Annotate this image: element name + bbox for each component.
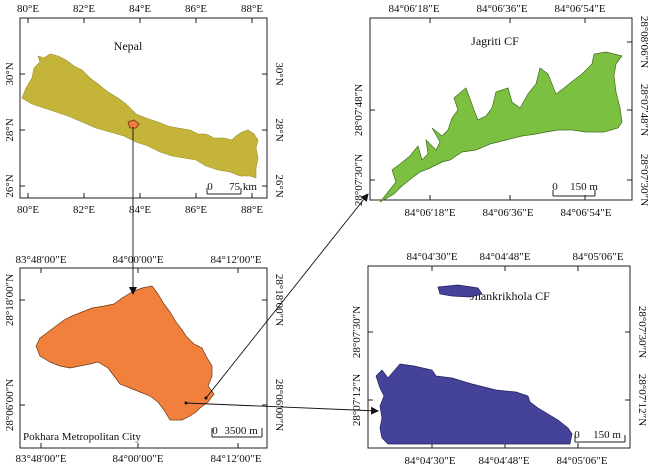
pokhara-scale-label: 3500 m [224, 425, 258, 437]
arrow-pokhara-to-jagriti [205, 193, 369, 399]
jagriti-scale-bar [552, 190, 596, 197]
nepal-scale-zero: 0 [207, 181, 213, 193]
pokhara-top-tick-label: 84°00′00″E [112, 254, 163, 266]
pokhara-right-tick-label: 28°18′00″N [273, 274, 285, 326]
jhankrikhola-scale-zero: 0 [574, 429, 580, 441]
nepal-country-shape [21, 53, 259, 179]
jhankrikhola-scale-bar [574, 435, 626, 443]
pokhara-left-tick-label: 28°18′00″N [4, 274, 16, 326]
nepal-panel: 80°E 82°E 84°E 86°E 88°E 80°E 82°E 84°E … [4, 3, 285, 216]
pokhara-location-marker [127, 119, 140, 129]
jagriti-panel: 84°06′18″E 84°06′36″E 84°06′54″E 84°06′1… [353, 3, 650, 219]
nepal-top-tick-label: 86°E [185, 3, 207, 15]
jagriti-top-tick-label: 84°06′36″E [476, 3, 527, 15]
jhankrikhola-bottom-tick-label: 84°04′48″E [478, 455, 529, 467]
jagriti-location-dot [204, 396, 208, 400]
jagriti-cf-shape [379, 51, 623, 203]
jagriti-bottom-tick-label: 84°06′54″E [560, 207, 611, 219]
jagriti-bottom-tick-label: 84°06′18″E [404, 207, 455, 219]
pokhara-scale-zero: 0 [212, 425, 218, 437]
jagriti-title: Jagriti CF [471, 34, 519, 48]
nepal-scale-bar [206, 188, 242, 195]
nepal-top-tick-label: 88°E [241, 3, 263, 15]
nepal-top-tick-label: 84°E [129, 3, 151, 15]
pokhara-bottom-tick-label: 83°48′00″E [15, 453, 66, 465]
jagriti-left-tick-label: 28°07′48″N [353, 84, 365, 136]
pokhara-top-tick-label: 83°48′00″E [15, 254, 66, 266]
pokhara-bottom-tick-label: 84°12′00″E [210, 453, 261, 465]
pokhara-scale-bar [211, 428, 263, 438]
jagriti-bottom-tick-label: 84°06′36″E [482, 207, 533, 219]
nepal-scale-label: 75 km [229, 181, 257, 193]
nepal-right-tick-label: 28°N [273, 118, 285, 141]
jagriti-top-tick-label: 84°06′54″E [554, 3, 605, 15]
jhankrikhola-top-tick-label: 84°04′48″E [479, 251, 530, 263]
nepal-title: Nepal [114, 39, 143, 53]
nepal-bottom-tick-label: 86°E [185, 204, 207, 216]
jhankrikhola-left-tick-label: 28°07′12″N [351, 374, 363, 426]
jagriti-right-tick-label: 28°07′48″N [638, 84, 650, 136]
jhankrikhola-left-tick-label: 28°07′30″N [351, 306, 363, 358]
pokhara-left-tick-label: 28°06′00″N [4, 379, 16, 431]
nepal-left-tick-label: 26°N [4, 174, 16, 197]
jhankrikhola-scale-label: 150 m [593, 429, 621, 441]
jagriti-ticks [370, 18, 632, 200]
jagriti-frame [369, 17, 633, 201]
connector-arrows [129, 127, 379, 415]
nepal-bottom-tick-label: 82°E [73, 204, 95, 216]
jhankrikhola-bottom-tick-label: 84°05′06″E [556, 455, 607, 467]
jhankrikhola-title: Jhankrikhola CF [470, 289, 550, 303]
nepal-right-tick-label: 26°N [273, 174, 285, 197]
jagriti-scale-label: 150 m [570, 181, 598, 193]
jhankrikhola-right-tick-label: 28°07′30″N [636, 306, 648, 358]
pokhara-panel: 83°48′00″E 84°00′00″E 84°12′00″E 83°48′0… [4, 254, 285, 465]
jhankrikhola-location-dot [184, 401, 188, 405]
jagriti-right-tick-label: 28°07′30″N [638, 154, 650, 206]
jhankrikhola-bottom-tick-label: 84°04′30″E [404, 455, 455, 467]
jhankrikhola-panel: 84°04′30″E 84°04′48″E 84°05′06″E 84°04′3… [351, 251, 648, 467]
nepal-right-tick-label: 30°N [273, 62, 285, 85]
nepal-top-tick-label: 82°E [73, 3, 95, 15]
pokhara-bottom-tick-label: 84°00′00″E [112, 453, 163, 465]
pokhara-frame [19, 267, 268, 449]
pokhara-title: Pokhara Metropolitan City [23, 431, 141, 443]
jhankrikhola-right-tick-label: 28°07′12″N [636, 374, 648, 426]
nepal-ticks [20, 18, 267, 198]
nepal-left-tick-label: 30°N [4, 62, 16, 85]
nepal-bottom-tick-label: 84°E [129, 204, 151, 216]
pokhara-ticks [20, 268, 267, 448]
pokhara-right-tick-label: 28°06′00″N [273, 379, 285, 431]
nepal-bottom-tick-label: 80°E [17, 204, 39, 216]
jhankrikhola-frame [367, 265, 631, 449]
jagriti-left-tick-label: 28°07′30″N [353, 154, 365, 206]
jhankrikhola-top-tick-label: 84°05′06″E [572, 251, 623, 263]
jhankrikhola-cf-shape [375, 363, 573, 445]
arrow-pokhara-to-jhankrikhola [185, 402, 379, 415]
pokhara-metropolitan-shape [35, 285, 215, 421]
nepal-top-tick-label: 80°E [17, 3, 39, 15]
jagriti-scale-zero: 0 [552, 181, 558, 193]
nepal-frame [19, 17, 268, 199]
pokhara-top-tick-label: 84°12′00″E [210, 254, 261, 266]
jhankrikhola-cf-small-patch [437, 284, 483, 298]
jagriti-top-tick-label: 84°06′18″E [388, 3, 439, 15]
nepal-left-tick-label: 28°N [4, 118, 16, 141]
jhankrikhola-top-tick-label: 84°04′30″E [406, 251, 457, 263]
jhankrikhola-ticks [368, 266, 630, 448]
nepal-bottom-tick-label: 88°E [241, 204, 263, 216]
jagriti-right-tick-label: 28°08′06″N [638, 16, 650, 68]
